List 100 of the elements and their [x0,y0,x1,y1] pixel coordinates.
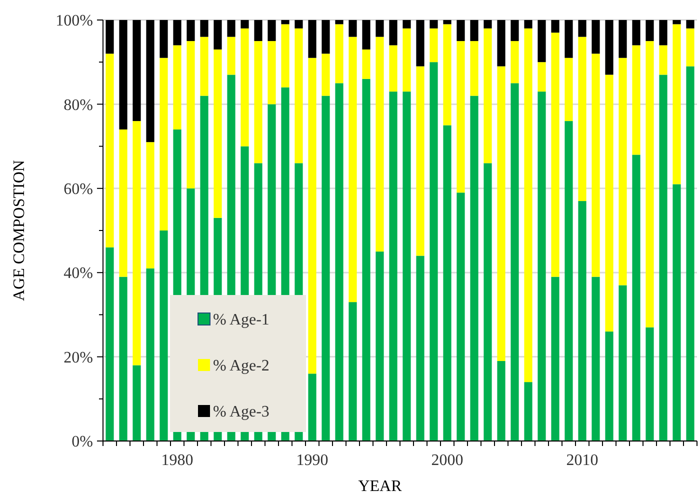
bar [106,20,114,54]
bar [240,28,249,146]
bar [632,20,640,46]
bar [322,20,330,54]
bar [281,24,290,88]
bar [389,92,398,441]
bar [335,83,344,441]
bar [605,20,614,75]
bar [672,20,681,24]
legend-label: % Age-3 [213,404,270,421]
bar [308,58,316,374]
y-tick-label: 80% [64,96,93,114]
bar [132,121,141,366]
bar [618,20,627,58]
bar [186,20,195,42]
bar [281,20,290,24]
x-tick-label: 1980 [161,452,194,469]
bar [470,41,478,96]
bar [402,20,411,28]
bar [538,92,546,441]
bar [119,129,128,277]
bar [322,54,330,96]
y-axis-title: AGE COMPOSTION [11,160,28,301]
bar [430,28,438,62]
bar [605,332,614,441]
x-tick-label: 1990 [296,452,328,469]
bar [200,36,208,96]
bar [376,36,384,252]
bar [106,247,114,441]
bar [484,20,492,28]
bar [564,58,573,122]
bar [672,24,681,184]
x-axis-title: YEAR [358,478,402,495]
bar [497,361,506,441]
bar [268,20,276,42]
bar [686,20,694,28]
x-tick-label: 2010 [566,452,598,469]
bar [132,20,141,122]
bar [214,49,222,218]
bar [578,201,586,441]
bar [146,142,154,268]
bar [362,78,370,441]
bar [376,252,384,441]
bar [308,374,316,441]
bar [348,36,357,302]
bar [456,192,465,441]
bar [632,154,640,441]
bar [510,41,519,84]
bar [672,184,681,441]
bar [430,20,438,28]
bar [646,327,654,441]
bar [146,268,154,441]
bar [348,302,357,441]
y-tick-label: 0% [72,434,93,451]
bar [389,45,398,92]
bar [227,20,236,37]
bar [186,41,195,188]
bar [484,163,492,441]
bar [659,20,668,46]
bar [618,58,627,286]
bar [564,121,573,441]
bar [497,66,506,362]
bar [456,41,465,193]
bar [322,96,330,441]
y-tick-label: 40% [64,265,93,282]
y-tick-label: 20% [64,349,93,366]
bar [308,20,316,58]
bar [510,83,519,441]
y-tick-label: 100% [56,12,93,30]
bar [538,20,546,62]
bar [200,20,208,37]
bar [646,20,654,42]
bar [227,36,236,75]
bar [538,62,546,92]
bar [268,41,276,104]
bar [686,28,694,66]
bar [618,285,627,441]
bar [416,256,424,441]
bar [402,92,411,441]
bar [119,276,128,441]
bar [659,45,668,75]
bar [160,58,168,230]
bar [551,20,560,33]
bar [484,28,492,164]
bar [416,66,424,256]
bar [132,365,141,441]
bar [430,62,438,441]
bar [470,96,478,441]
bar [362,20,370,50]
bar [173,45,182,130]
bar [160,230,168,441]
bar [254,20,262,42]
bar [443,20,452,24]
bar [362,49,370,79]
bar [294,20,303,28]
bar [146,20,154,142]
bar [659,74,668,441]
bar [240,20,249,28]
bar [632,45,640,155]
bar [106,54,114,248]
